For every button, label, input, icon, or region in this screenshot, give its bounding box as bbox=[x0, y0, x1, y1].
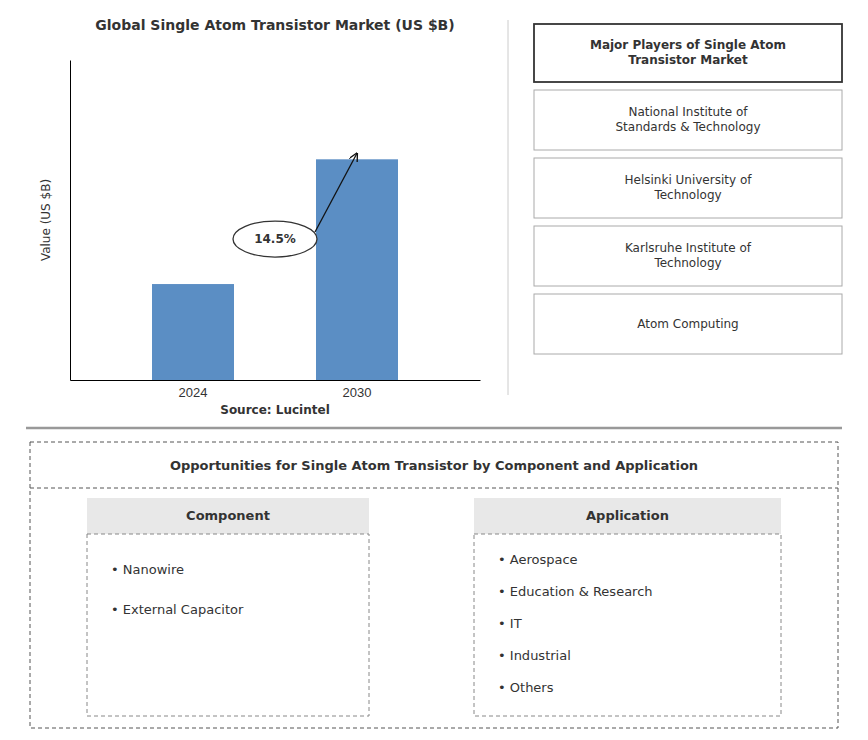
column-items-box bbox=[87, 534, 369, 716]
player-name: Helsinki University ofTechnology bbox=[625, 173, 753, 202]
separator bbox=[26, 427, 842, 430]
cagr-label-line: 14.5% bbox=[254, 232, 296, 246]
source-text-line: Source: Lucintel bbox=[220, 403, 330, 417]
x-tick: 2024 bbox=[179, 385, 208, 400]
player-name-line: Helsinki University of bbox=[625, 173, 753, 187]
cagr-arrow bbox=[315, 153, 357, 232]
player-name: Atom Computing bbox=[637, 317, 738, 331]
column-item: • Aerospace bbox=[498, 552, 578, 567]
column-header: Application bbox=[586, 508, 669, 523]
player-name-line: Technology bbox=[653, 188, 721, 202]
player-name-line: Karlsruhe Institute of bbox=[625, 241, 752, 255]
bars bbox=[152, 159, 398, 380]
cagr-ellipse bbox=[233, 221, 317, 257]
column-item: • Nanowire bbox=[111, 562, 184, 577]
player-box bbox=[534, 226, 842, 286]
opportunities-title-line: Opportunities for Single Atom Transistor… bbox=[170, 458, 698, 473]
column-header-line: Application bbox=[586, 508, 669, 523]
y-axis-title: Value (US $B) bbox=[39, 179, 53, 261]
column-item: • IT bbox=[498, 616, 522, 631]
bar bbox=[152, 284, 234, 380]
player-name-line: National Institute of bbox=[628, 105, 748, 119]
column-item-line: • Nanowire bbox=[111, 562, 184, 577]
x-tick: 2030 bbox=[343, 385, 372, 400]
x-axis: 2024 2030 bbox=[71, 381, 481, 401]
chart-title: Global Single Atom Transistor Market (US… bbox=[95, 17, 454, 33]
player-name-line: Standards & Technology bbox=[615, 120, 760, 134]
column-item-line: • Others bbox=[498, 680, 554, 695]
x-tick-label: 2024 bbox=[179, 385, 208, 400]
column-item-line: • IT bbox=[498, 616, 522, 631]
divider bbox=[508, 20, 509, 395]
y-axis-line bbox=[70, 61, 71, 381]
column-item-line: • Aerospace bbox=[498, 552, 578, 567]
column-item: • Industrial bbox=[498, 648, 571, 663]
player-box bbox=[534, 90, 842, 150]
y-axis bbox=[70, 61, 71, 381]
column-header-line: Component bbox=[186, 508, 270, 523]
column-item: • Education & Research bbox=[498, 584, 653, 599]
opportunities-box bbox=[30, 442, 838, 728]
player-name-line: Technology bbox=[653, 256, 721, 270]
player-box bbox=[534, 158, 842, 218]
player-name-line: Atom Computing bbox=[637, 317, 738, 331]
player-box bbox=[534, 294, 842, 354]
opportunities-title: Opportunities for Single Atom Transistor… bbox=[170, 458, 698, 473]
column-header-box bbox=[87, 498, 369, 534]
column-item: • Others bbox=[498, 680, 554, 695]
page: Global Single Atom Transistor Market (US… bbox=[0, 0, 868, 740]
source-text: Source: Lucintel bbox=[220, 403, 330, 417]
player-name: Karlsruhe Institute ofTechnology bbox=[625, 241, 752, 270]
column-item-line: • Industrial bbox=[498, 648, 571, 663]
players-title-box bbox=[534, 24, 842, 82]
players-title-line: Transistor Market bbox=[628, 53, 748, 67]
column-header: Component bbox=[186, 508, 270, 523]
x-tick-label: 2030 bbox=[343, 385, 372, 400]
column-item-line: • Education & Research bbox=[498, 584, 653, 599]
column-header-box bbox=[474, 498, 781, 534]
column-item: • External Capacitor bbox=[111, 602, 244, 617]
x-axis-line bbox=[71, 380, 481, 381]
bar bbox=[316, 159, 398, 380]
players-title: Major Players of Single AtomTransistor M… bbox=[590, 38, 786, 67]
column-item-line: • External Capacitor bbox=[111, 602, 244, 617]
opportunities-rule bbox=[30, 488, 838, 489]
player-name: National Institute ofStandards & Technol… bbox=[615, 105, 760, 134]
players-title-line: Major Players of Single Atom bbox=[590, 38, 786, 52]
cagr-label: 14.5% bbox=[254, 232, 296, 246]
column-items-box bbox=[474, 534, 781, 716]
